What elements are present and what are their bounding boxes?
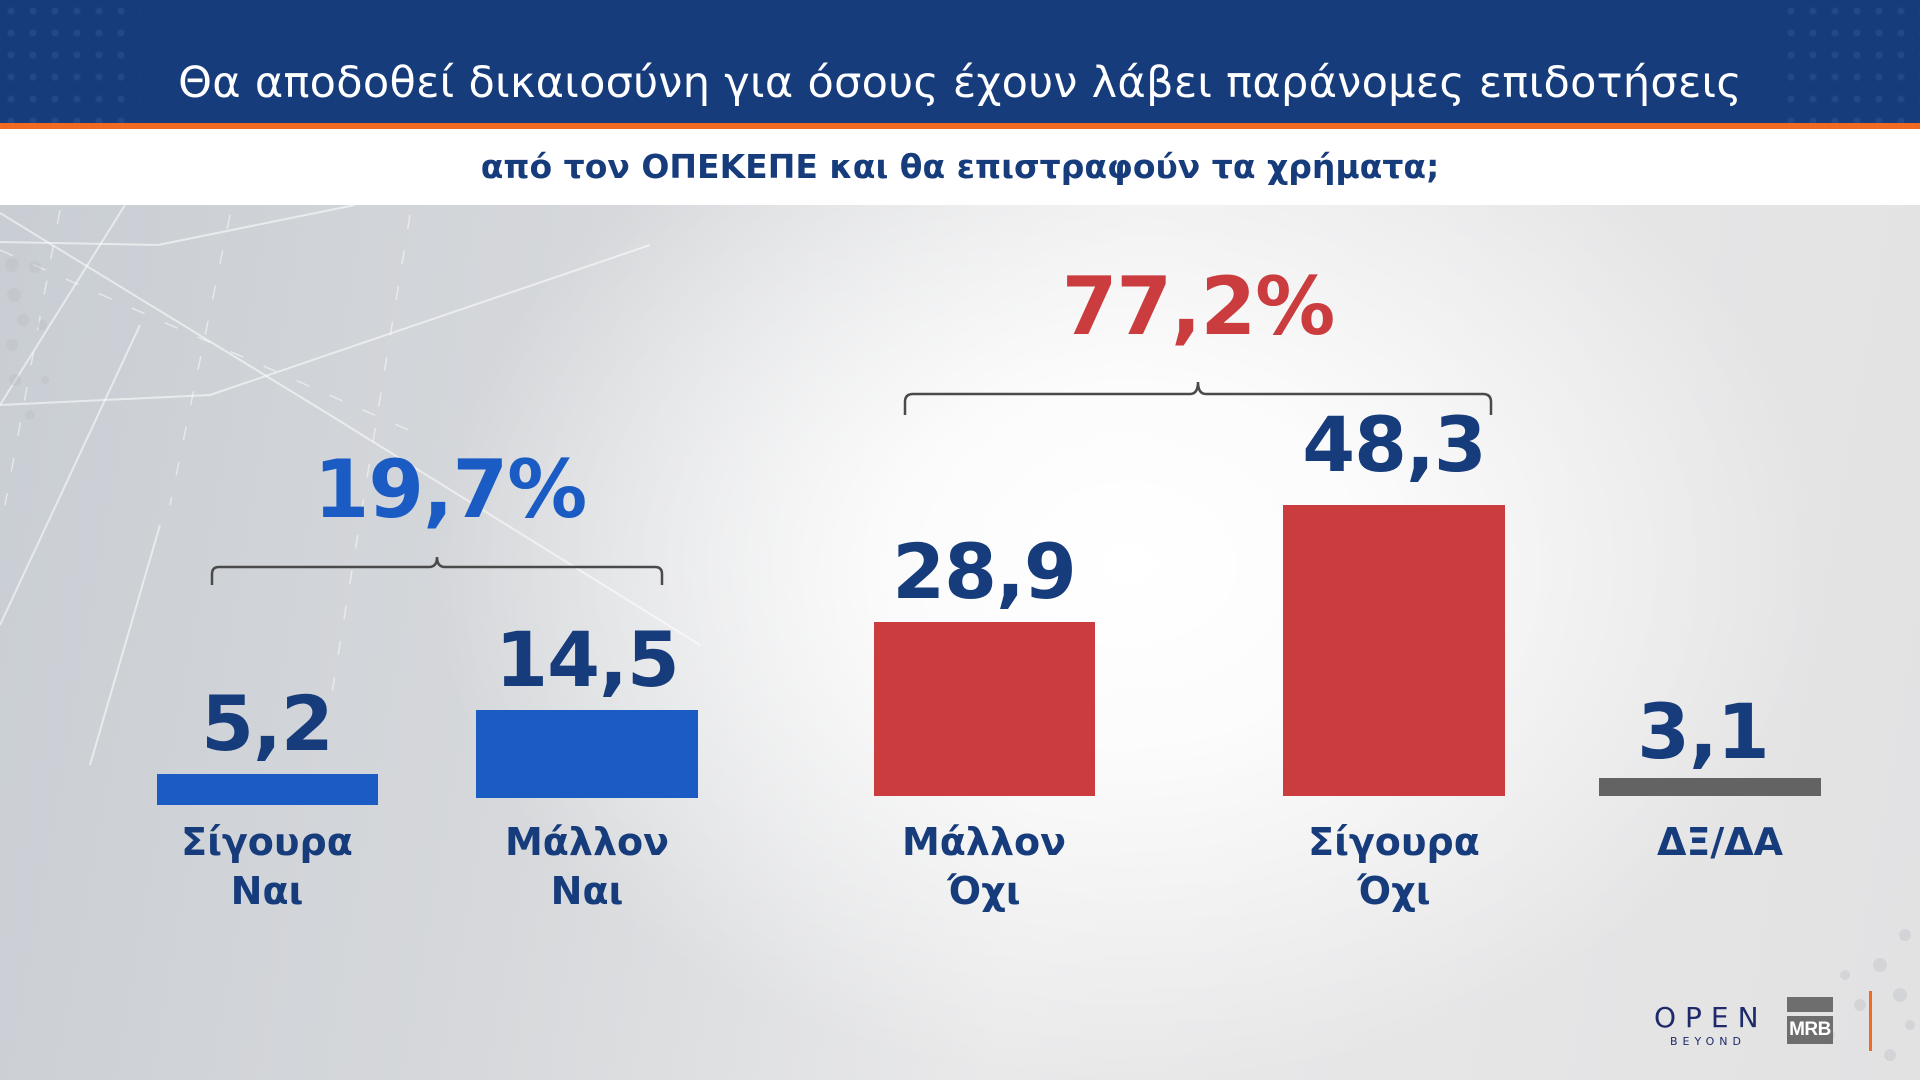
- bar-value: 5,2: [201, 679, 334, 768]
- open-logo-text: OPEN: [1654, 1001, 1768, 1034]
- header-dot-pattern-left: [0, 0, 140, 123]
- mrb-logo-top-block: [1787, 997, 1833, 1012]
- beyond-logo-text: BEYOND: [1670, 1035, 1746, 1048]
- logo-divider-line: [1869, 991, 1872, 1051]
- bar-definitely-no: [1283, 505, 1505, 796]
- page-title: Θα αποδοθεί δικαιοσύνη για όσους έχουν λ…: [178, 58, 1742, 108]
- subtitle-band: [0, 129, 1920, 205]
- bar-label-line2: Ναι: [550, 869, 624, 913]
- bar-label-line1: Μάλλον: [901, 820, 1066, 864]
- accent-divider: [0, 123, 1920, 129]
- bar-label: Μάλλον Όχι: [834, 818, 1134, 916]
- bar-label: Μάλλον Ναι: [437, 818, 737, 916]
- bar-probably-no: [874, 622, 1095, 796]
- bar-label-line1: Μάλλον: [504, 820, 669, 864]
- header-dot-pattern-right: [1780, 0, 1920, 123]
- header-bar: Θα αποδοθεί δικαιοσύνη για όσους έχουν λ…: [0, 0, 1920, 123]
- bar-label-line1: Σίγουρα: [1308, 820, 1480, 864]
- no-group-bracket: [903, 381, 1493, 415]
- bar-definitely-yes: [157, 774, 378, 805]
- page-subtitle: από τον ΟΠΕΚΕΠΕ και θα επιστραφούν τα χρ…: [480, 147, 1440, 186]
- bar-dont-know: [1599, 778, 1821, 796]
- bar-value: 48,3: [1302, 400, 1487, 489]
- yes-group-bracket: [210, 556, 664, 585]
- open-beyond-logo: OPEN BEYOND: [1654, 1003, 1762, 1051]
- bar-value: 3,1: [1637, 687, 1770, 776]
- bar-value: 28,9: [892, 527, 1077, 616]
- bar-label-line1: Σίγουρα: [181, 820, 353, 864]
- mrb-logo: MRB: [1787, 997, 1833, 1044]
- bar-label: Σίγουρα Όχι: [1244, 818, 1544, 916]
- background-texture: [0, 205, 1915, 1061]
- yes-group-total: 19,7%: [313, 443, 588, 536]
- bar-label-line1: ΔΞ/ΔΑ: [1656, 820, 1784, 864]
- dot-pattern: [5, 258, 1915, 1061]
- bar-label: ΔΞ/ΔΑ: [1570, 818, 1870, 867]
- bar-label-line2: Ναι: [230, 869, 304, 913]
- bar-label-line2: Όχι: [947, 869, 1021, 913]
- bar-label: Σίγουρα Ναι: [117, 818, 417, 916]
- bar-probably-yes: [476, 710, 698, 798]
- bar-value: 14,5: [495, 615, 680, 704]
- bar-label-line2: Όχι: [1357, 869, 1431, 913]
- no-group-total: 77,2%: [1061, 260, 1336, 353]
- mrb-logo-text: MRB: [1787, 1016, 1833, 1044]
